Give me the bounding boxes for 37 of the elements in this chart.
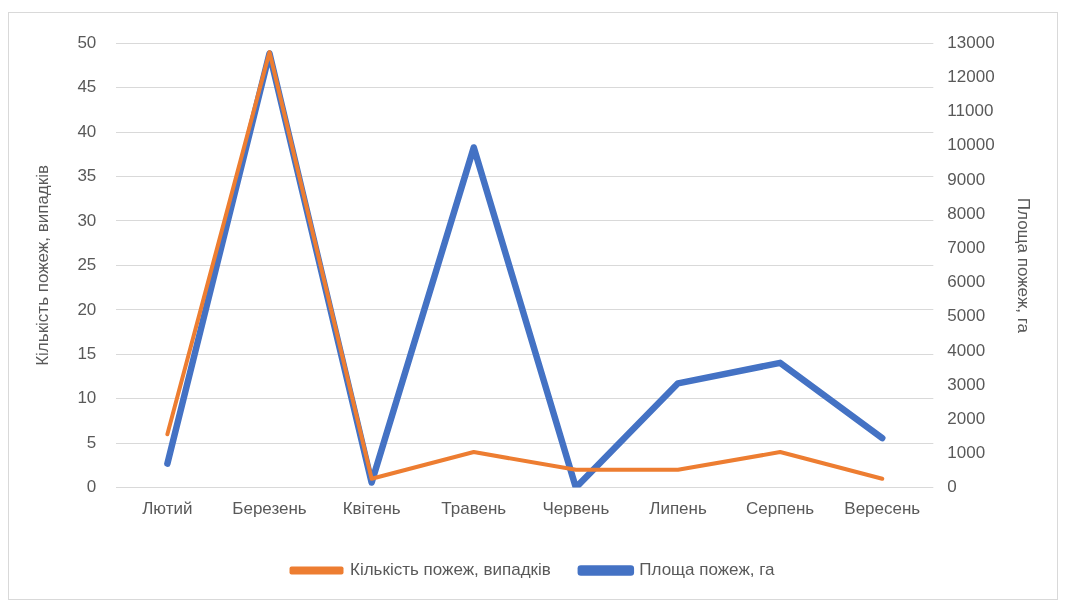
y-tick-label: 50 [77,32,97,52]
x-tick-label: Березень [232,499,307,519]
x-tick-label: Вересень [844,499,921,519]
y-tick-label: 40 [77,121,97,141]
y-tick-label: 0 [86,477,97,497]
y-tick-label: 45 [77,77,97,97]
x-tick-label: Серпень [746,499,815,519]
y-tick-label: 35 [77,166,97,186]
y-axis-title: Кількість пожеж, випадків [32,164,52,366]
y-tick-label: 15 [77,343,97,363]
y-tick-label: 25 [77,255,97,275]
y2-tick-label: 3000 [947,374,986,394]
y2-tick-label: 8000 [947,203,986,223]
legend-label: Кількість пожеж, випадків [350,560,551,580]
y-tick-label: 20 [77,299,97,319]
y2-tick-label: 2000 [947,408,986,428]
x-tick-label: Травень [441,499,507,519]
y2-tick-label: 4000 [947,340,986,360]
x-tick-label: Лютий [142,499,193,519]
y2-tick-label: 13000 [947,32,995,52]
y2-tick-label: 10000 [947,135,995,155]
y-tick-label: 5 [86,432,97,452]
y2-tick-label: 0 [947,477,957,497]
y-tick-label: 30 [77,210,97,230]
y2-tick-label: 5000 [947,306,986,326]
x-tick-label: Липень [649,499,707,519]
y2-tick-label: 6000 [947,272,986,292]
y2-tick-label: 11000 [947,101,994,121]
x-tick-label: Червень [542,499,610,519]
y2-axis-title: Площа пожеж, га [1014,197,1034,334]
y2-tick-label: 9000 [947,169,986,189]
y2-tick-label: 1000 [947,443,986,463]
legend-label: Площа пожеж, га [639,560,776,580]
y-tick-label: 10 [77,388,97,408]
x-tick-label: Квітень [342,499,401,519]
y2-tick-label: 12000 [947,67,995,87]
y2-tick-label: 7000 [947,238,986,257]
